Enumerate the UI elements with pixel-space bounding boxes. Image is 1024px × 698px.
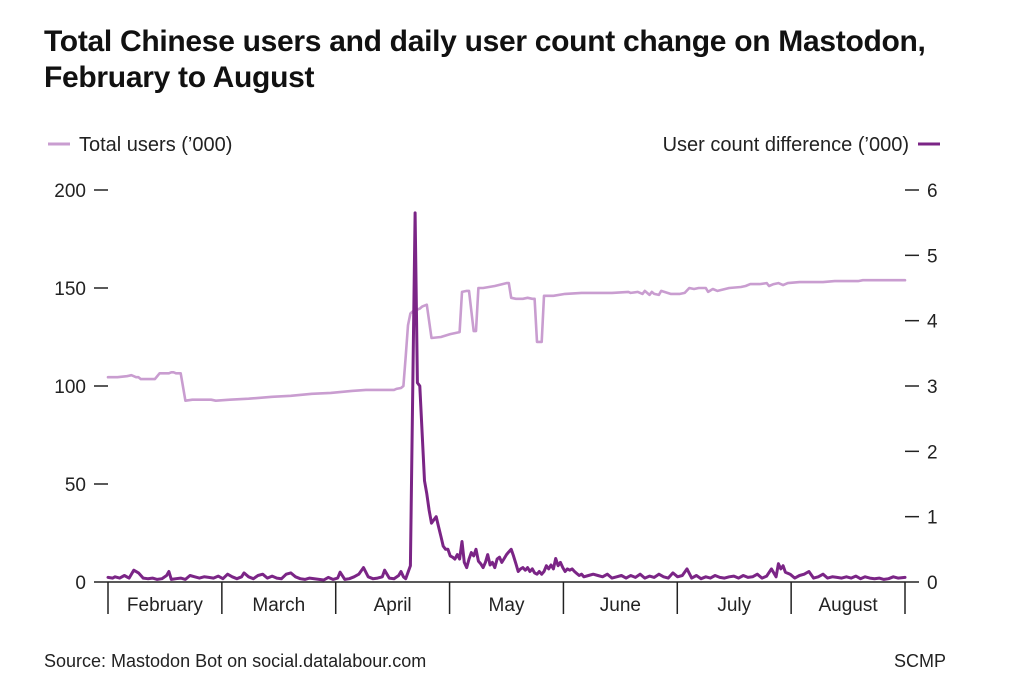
x-tick-label: February: [127, 595, 204, 616]
source-note: Source: Mastodon Bot on social.datalabou…: [44, 651, 427, 671]
y-left-tick-label: 0: [75, 573, 86, 594]
y-right-tick-label: 4: [927, 312, 938, 333]
y-left-tick-label: 50: [65, 475, 86, 496]
x-tick-label: June: [600, 595, 641, 616]
legend-label-total-users: Total users (’000): [79, 134, 232, 156]
y-right-tick-label: 5: [927, 246, 938, 267]
series-line-total-users: [106, 278, 907, 402]
y-left-tick-label: 100: [54, 377, 86, 398]
y-right-tick-label: 2: [927, 442, 938, 463]
y-left-tick-label: 150: [54, 279, 86, 300]
y-right-tick-label: 1: [927, 508, 938, 529]
brand-label: SCMP: [893, 651, 946, 671]
chart-title: Total Chinese users and daily user count…: [44, 25, 926, 94]
y-left-tick-label: 200: [54, 181, 86, 202]
x-tick-label: July: [717, 595, 751, 616]
x-tick-label: August: [818, 595, 878, 616]
x-tick-label: April: [374, 595, 412, 616]
legend-label-user-count-difference: User count difference (’000): [663, 134, 909, 156]
x-tick-label: March: [252, 595, 305, 616]
series-line-user-count-difference: [106, 211, 907, 582]
y-right-tick-label: 0: [927, 573, 938, 594]
x-tick-label: May: [489, 595, 525, 616]
y-right-tick-label: 6: [927, 181, 938, 202]
y-right-tick-label: 3: [927, 377, 938, 398]
